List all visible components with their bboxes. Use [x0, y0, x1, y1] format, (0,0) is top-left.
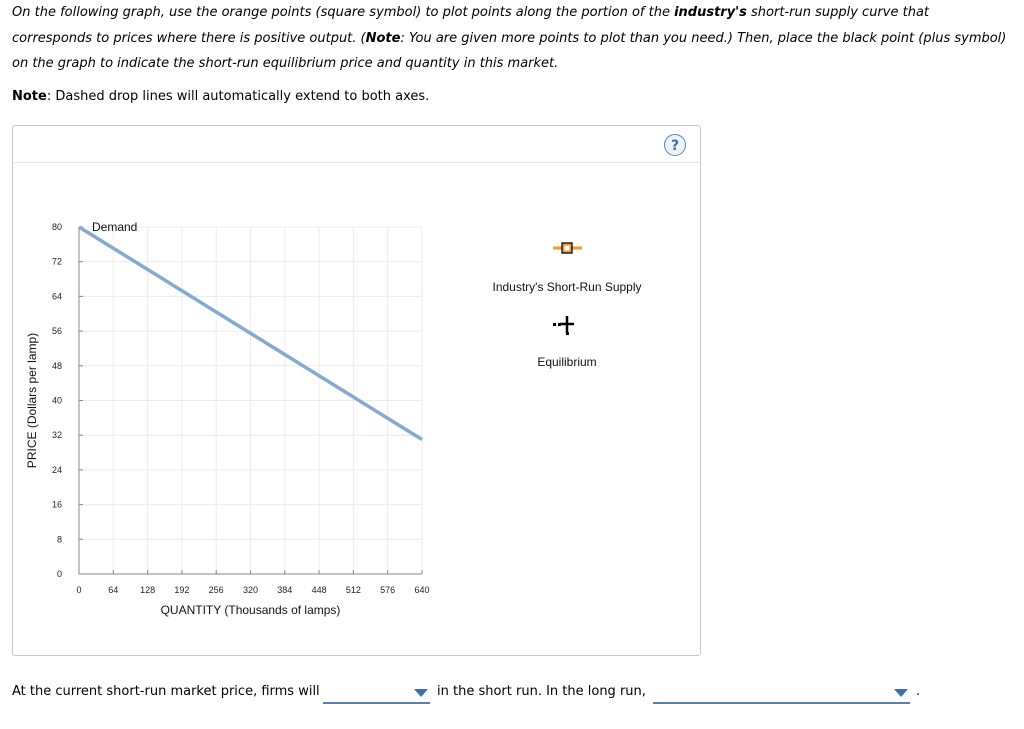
x-axis-label: QUANTITY (Thousands of lamps) [161, 603, 341, 617]
x-tick-label: 576 [380, 585, 395, 595]
y-tick-label: 24 [52, 465, 62, 475]
graph-canvas[interactable]: 0 8 16 24 32 40 48 56 64 72 80 0 64 128 192 256 320 384 4… [13, 126, 700, 655]
x-tick-label: 192 [174, 585, 189, 595]
x-tick-label: 512 [346, 585, 361, 595]
x-tick-label: 640 [414, 585, 429, 595]
demand-curve[interactable] [78, 225, 423, 442]
x-tick-label: 448 [312, 585, 327, 595]
y-tick-label: 64 [52, 291, 62, 301]
x-tick-label: 128 [140, 585, 155, 595]
y-tick-label: 80 [52, 222, 62, 232]
panel-divider [14, 162, 699, 163]
chart-axes [78, 226, 423, 575]
x-tick-label: 320 [243, 585, 258, 595]
x-tick-label: 64 [108, 585, 118, 595]
y-tick-label: 16 [52, 500, 62, 510]
x-tick-label: 384 [277, 585, 292, 595]
sentence-part-1: At the current short-run market price, f… [12, 684, 320, 699]
equilibrium-tool[interactable] [553, 316, 574, 335]
y-tick-label: 40 [52, 396, 62, 406]
chart-series: Demand [78, 220, 423, 442]
y-tick-label: 0 [57, 569, 62, 579]
supply-tool-label: Industry's Short-Run Supply [492, 280, 641, 294]
x-tick-labels: 0 64 128 192 256 320 384 448 512 576 640 [76, 585, 429, 595]
help-icon[interactable]: ? [664, 134, 686, 156]
y-tick-label: 48 [52, 361, 62, 371]
sentence-part-2: in the short run. In the long run, [437, 684, 646, 699]
y-tick-labels: 0 8 16 24 32 40 48 56 64 72 80 [52, 222, 62, 579]
sentence-end: . [916, 684, 921, 699]
chart-grid [79, 226, 423, 574]
y-tick-label: 8 [57, 534, 62, 544]
x-tick-label: 0 [76, 585, 81, 595]
instructions: On the following graph, use the orange p… [12, 5, 1007, 71]
demand-curve-label: Demand [92, 220, 137, 234]
drop-line-dot-icon [553, 323, 556, 326]
question-sentence: At the current short-run market price, f… [12, 684, 320, 699]
y-tick-label: 32 [52, 430, 62, 440]
drop-line-dot-icon [558, 323, 561, 326]
x-tick-label: 256 [209, 585, 224, 595]
equilibrium-tool-label: Equilibrium [537, 355, 596, 369]
orange-square-point-inner [564, 245, 570, 251]
long-run-response-select[interactable] [653, 684, 910, 704]
supply-tool[interactable] [553, 242, 582, 254]
note: Note: Dashed drop lines will automatical… [12, 89, 430, 104]
drop-line-dot-icon [566, 332, 569, 335]
chevron-down-icon [414, 689, 428, 697]
graph-panel: ? 0 8 16 24 32 40 48 56 64 72 80 0 64 128 192 256 320 38… [12, 125, 701, 656]
y-axis-label: PRICE (Dollars per lamp) [25, 333, 39, 468]
chevron-down-icon [894, 689, 908, 697]
short-run-response-select[interactable] [323, 684, 430, 704]
y-tick-label: 56 [52, 326, 62, 336]
y-tick-label: 72 [52, 257, 62, 267]
